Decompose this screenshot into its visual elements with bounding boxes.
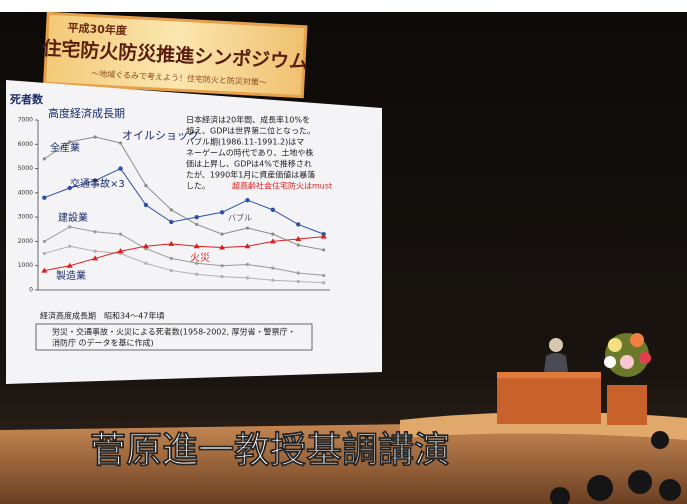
y-tick-label: 5000 xyxy=(18,165,33,172)
highlight: 超高齢社会住宅防火はmust xyxy=(232,181,332,191)
series-label: 全産業 xyxy=(50,141,80,154)
point xyxy=(94,135,97,138)
point xyxy=(68,225,71,228)
point xyxy=(322,248,325,251)
point xyxy=(68,245,71,248)
point xyxy=(43,240,46,243)
note-line: した。 xyxy=(186,182,210,191)
point xyxy=(322,274,325,277)
point xyxy=(94,250,97,253)
period: 経済高度成長期 昭和34〜47年頃 xyxy=(40,311,164,321)
speaker-body xyxy=(544,353,568,372)
series-label: 製造業 xyxy=(56,269,86,282)
point xyxy=(296,222,300,226)
point xyxy=(42,196,46,200)
point xyxy=(220,275,223,278)
point xyxy=(322,281,325,284)
annotation: 高度経済成長期 xyxy=(48,106,125,120)
point xyxy=(195,223,198,226)
point xyxy=(119,233,122,236)
top-border xyxy=(0,0,687,12)
series-label: 交通事故×3 xyxy=(70,177,125,190)
podium xyxy=(497,372,601,424)
point xyxy=(297,243,300,246)
series-label: 火災 xyxy=(190,252,210,264)
point xyxy=(119,141,122,144)
y-tick-label: 3000 xyxy=(18,214,33,221)
point xyxy=(43,157,46,160)
point xyxy=(144,184,147,187)
speaker-head xyxy=(549,338,563,352)
y-tick-label: 1000 xyxy=(18,262,33,269)
point xyxy=(170,269,173,272)
point xyxy=(144,203,148,207)
note-line: 価は上昇し、GDPは4%で推移され xyxy=(186,159,312,169)
point xyxy=(94,230,97,233)
y-tick-label: 2000 xyxy=(18,238,33,245)
point xyxy=(170,257,173,260)
podium-top xyxy=(497,372,601,378)
point xyxy=(297,280,300,283)
point xyxy=(271,279,274,282)
point xyxy=(144,262,147,265)
series-label: 建設業 xyxy=(58,211,88,224)
y-tick-label: 0 xyxy=(29,287,33,294)
note: 日本経済は20年間、成長率10%を 超え、GDPは世界第二位となった。 バブル期… xyxy=(186,115,315,191)
point xyxy=(170,208,173,211)
source-line: 労災・交通事故・火災による死者数(1958-2002, 厚労省・警察庁・ xyxy=(52,327,296,337)
note-line: 超え、GDPは世界第二位となった。 xyxy=(186,126,315,136)
point xyxy=(271,233,274,236)
point xyxy=(271,208,275,212)
point xyxy=(246,263,249,266)
point xyxy=(245,198,249,202)
note-line: バブル期(1986.11-1991.2)はマ xyxy=(186,137,304,147)
point xyxy=(118,166,122,170)
point xyxy=(220,210,224,214)
banner: 平成30年度 住宅防火防災推進シンポジウム 〜地域ぐるみで考えよう！住宅防火と防… xyxy=(41,13,310,97)
annotation: バブル xyxy=(228,213,252,223)
point xyxy=(195,273,198,276)
flower-stand xyxy=(607,385,647,425)
chart-title: 死者数 xyxy=(10,92,44,106)
note-line: ネーゲームの時代であり、土地や株 xyxy=(186,148,313,158)
point xyxy=(271,267,274,270)
y-tick-label: 7000 xyxy=(18,117,33,124)
caption: 菅原進一教授基調講演 xyxy=(90,429,450,471)
point xyxy=(194,215,198,219)
point xyxy=(220,233,223,236)
y-tick-label: 6000 xyxy=(18,141,33,148)
photo: 平成30年度 住宅防火防災推進シンポジウム 〜地域ぐるみで考えよう！住宅防火と防… xyxy=(0,0,687,504)
point xyxy=(43,252,46,255)
source-line: 消防庁 のデータを基に作成) xyxy=(52,338,154,348)
note-line: たが、1990年1月に資産価値は暴落 xyxy=(186,170,315,180)
point xyxy=(169,220,173,224)
point xyxy=(246,226,249,229)
y-tick-label: 4000 xyxy=(18,189,33,196)
point xyxy=(246,276,249,279)
point xyxy=(297,271,300,274)
point xyxy=(220,264,223,267)
note-line: 日本経済は20年間、成長率10%を xyxy=(186,115,310,125)
